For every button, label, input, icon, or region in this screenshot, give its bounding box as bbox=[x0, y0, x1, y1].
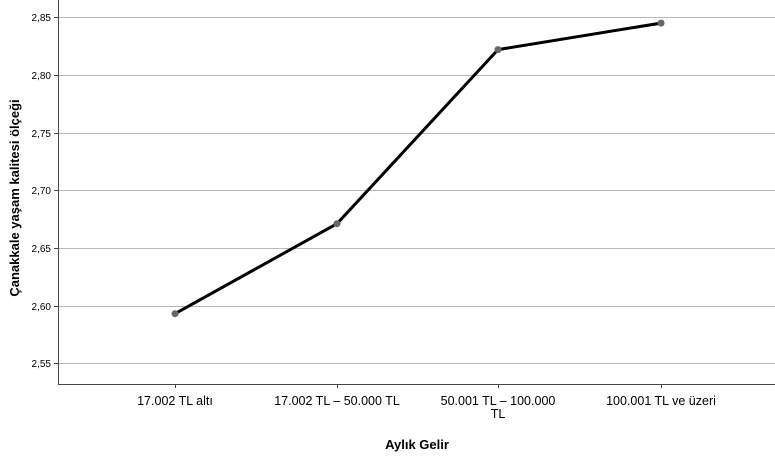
x-tick-label: 17.002 TL altı bbox=[137, 394, 213, 408]
y-tick-label: 2,60 bbox=[32, 302, 52, 313]
data-point bbox=[171, 310, 179, 318]
y-tick-label: 2,80 bbox=[32, 71, 52, 82]
data-point bbox=[657, 19, 665, 27]
axes bbox=[58, 0, 775, 385]
y-tick-label: 2,75 bbox=[32, 129, 52, 140]
y-tick-label: 2,65 bbox=[32, 244, 52, 255]
y-tick-label: 2,85 bbox=[32, 13, 52, 24]
x-tick-label: 50.001 TL – 100.000 TL bbox=[441, 394, 556, 421]
x-axis-ticks: 17.002 TL altı 17.002 TL – 50.000 TL 50.00… bbox=[137, 384, 716, 421]
series-line bbox=[173, 21, 663, 316]
y-axis-title: Çanakkale yaşam kalitesi ölçeği bbox=[7, 99, 22, 296]
x-tick-label: 100.001 TL ve üzeri bbox=[606, 394, 716, 408]
y-tick-label: 2,70 bbox=[32, 186, 52, 197]
y-axis-ticks: 2,55 2,60 2,65 2,70 2,75 2,80 2,85 bbox=[32, 13, 58, 370]
grid-lines bbox=[58, 17, 775, 364]
x-axis-title: Aylık Gelir bbox=[385, 437, 449, 452]
series-group bbox=[171, 19, 665, 318]
data-point bbox=[494, 46, 502, 54]
y-tick-label: 2,55 bbox=[32, 359, 52, 370]
x-tick-label: 17.002 TL – 50.000 TL bbox=[274, 394, 400, 408]
data-point bbox=[333, 220, 341, 228]
